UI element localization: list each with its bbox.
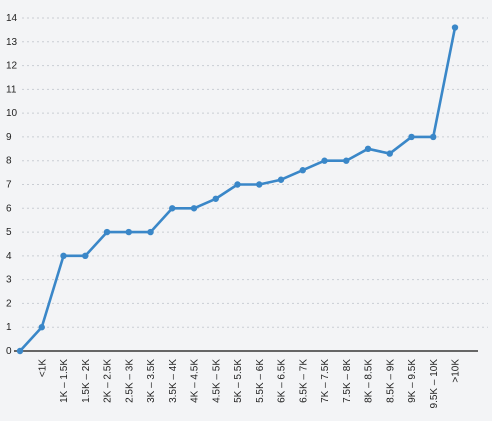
data-point (16, 347, 24, 355)
y-tick-label: 9 (6, 132, 12, 143)
data-point (60, 252, 67, 260)
y-tick-label: 12 (6, 61, 18, 72)
series-line (18, 26, 457, 353)
x-tick-label: 6K – 6.5K (277, 359, 288, 403)
data-point (103, 228, 111, 236)
data-points (16, 24, 459, 355)
x-tick-label: 7.5K – 8K (342, 359, 353, 403)
y-tick-label: 4 (6, 251, 12, 262)
x-tick-label: 8K – 8.5K (364, 359, 375, 403)
data-point (212, 195, 219, 202)
x-axis-ticks: <1K 1K – 1.5K 1.5K – 2K 2K – 2.5K 2.5K – 3K 3… (37, 359, 461, 409)
x-tick-label: 5.5K – 6K (255, 359, 266, 403)
y-tick-label: 7 (6, 180, 12, 191)
x-tick-label: 1K – 1.5K (59, 359, 70, 403)
x-tick-label: 8.5K – 9K (385, 359, 396, 403)
y-tick-label: 3 (6, 275, 12, 286)
y-tick-label: 5 (6, 227, 12, 238)
y-tick-label: 11 (6, 84, 17, 95)
data-point (451, 24, 459, 31)
data-point (82, 252, 89, 260)
data-point (125, 228, 132, 236)
y-tick-label: 13 (6, 37, 18, 48)
x-tick-label: 4.5K – 5K (211, 359, 222, 403)
x-tick-label: 6.5K – 7K (298, 359, 309, 403)
data-point (190, 205, 198, 212)
y-tick-label: 1 (6, 322, 12, 333)
data-point (430, 133, 437, 141)
x-tick-label: 1.5K – 2K (81, 359, 92, 403)
data-point (169, 205, 176, 212)
data-point (343, 157, 350, 164)
x-tick-label: 2K – 2.5K (103, 359, 114, 403)
x-tick-label: 3.5K – 4K (168, 359, 179, 403)
x-tick-label: 7K – 7.5K (320, 359, 331, 403)
data-point (364, 145, 372, 153)
data-point (147, 228, 154, 236)
y-tick-label: 14 (6, 13, 18, 24)
y-tick-label: 0 (6, 346, 12, 357)
y-tick-label: 2 (6, 298, 12, 309)
data-point (256, 181, 263, 188)
x-tick-label: <1K (37, 359, 48, 377)
x-tick-label: >10K (451, 359, 462, 383)
y-tick-label: 10 (6, 108, 18, 119)
data-point (234, 181, 241, 188)
x-tick-label: 4K – 4.5K (190, 359, 201, 403)
data-point (386, 150, 393, 157)
y-tick-label: 8 (6, 156, 12, 167)
x-tick-label: 3K – 3.5K (146, 359, 157, 403)
x-tick-label: 5K – 5.5K (233, 359, 244, 403)
data-point (277, 176, 285, 183)
grid-lines (22, 17, 488, 328)
x-tick-label: 9.5K – 10K (429, 359, 440, 409)
data-point (408, 133, 415, 141)
data-point (299, 167, 306, 174)
data-point (321, 157, 328, 164)
x-tick-label: 9K – 9.5K (407, 359, 418, 403)
x-tick-label: 2.5K – 3K (124, 359, 135, 403)
y-tick-label: 6 (6, 203, 12, 214)
data-point (38, 324, 45, 331)
